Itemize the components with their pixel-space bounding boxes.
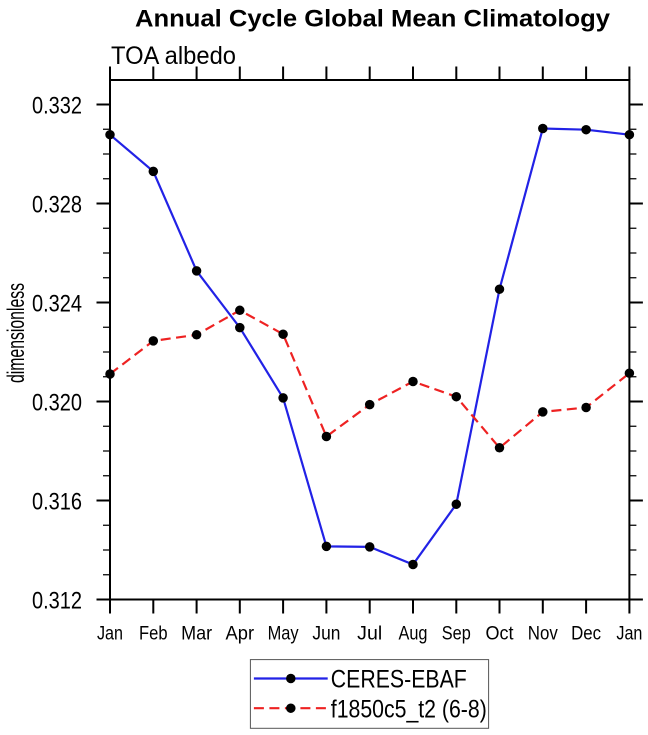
svg-text:Nov: Nov: [528, 623, 558, 645]
svg-text:Apr: Apr: [226, 623, 255, 645]
svg-text:Annual Cycle Global Mean Clima: Annual Cycle Global Mean Climatology: [135, 5, 611, 32]
svg-text:May: May: [268, 623, 299, 645]
svg-text:f1850c5_t2 (6-8): f1850c5_t2 (6-8): [331, 695, 487, 723]
svg-text:0.320: 0.320: [32, 389, 82, 416]
svg-text:Oct: Oct: [486, 623, 515, 645]
svg-text:Feb: Feb: [139, 623, 168, 645]
svg-text:0.316: 0.316: [32, 488, 82, 515]
svg-text:0.328: 0.328: [32, 191, 82, 218]
svg-text:TOA albedo: TOA albedo: [111, 42, 236, 70]
svg-text:0.332: 0.332: [32, 92, 82, 119]
svg-text:Jan: Jan: [616, 623, 642, 645]
svg-text:0.312: 0.312: [32, 587, 82, 614]
svg-text:Jul: Jul: [357, 623, 382, 645]
svg-text:Mar: Mar: [181, 623, 212, 645]
svg-text:Sep: Sep: [442, 623, 471, 645]
svg-text:CERES-EBAF: CERES-EBAF: [331, 666, 467, 694]
svg-text:Dec: Dec: [571, 623, 601, 645]
svg-text:Aug: Aug: [399, 623, 428, 645]
svg-text:Jan: Jan: [97, 623, 123, 645]
svg-text:0.324: 0.324: [32, 290, 82, 317]
svg-text:Jun: Jun: [312, 623, 340, 645]
svg-text:dimensionless: dimensionless: [3, 283, 30, 383]
